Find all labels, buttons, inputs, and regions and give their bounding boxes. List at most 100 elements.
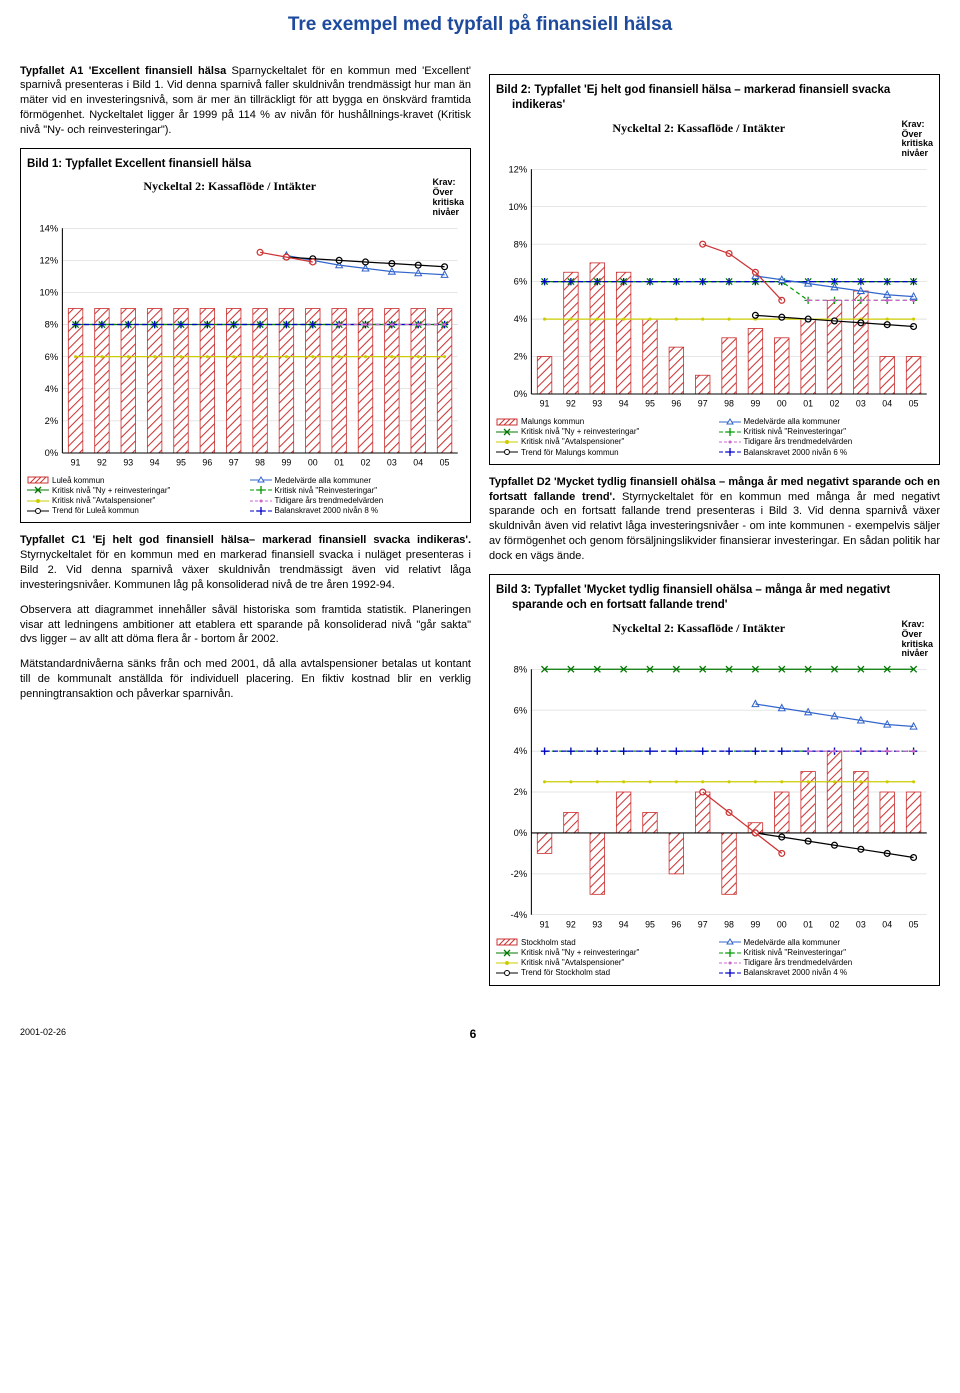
svg-text:04: 04 [413,457,423,467]
bild1-title: Bild 1: Typfallet Excellent finansiell h… [27,157,464,173]
svg-text:98: 98 [724,399,734,409]
bild3-chart: -4%-2%0%2%4%6%8%919293949596979899000102… [496,663,933,934]
bild2-title: Bild 2: Typfallet 'Ej helt god finansiel… [496,83,933,114]
legend-item: Balanskravet 2000 nivån 6 % [719,448,934,457]
bild1-subtitle: Nyckeltal 2: Kassaflöde / Intäkter [143,178,316,194]
svg-text:01: 01 [334,457,344,467]
legend-item: Kritisk nivå "Reinvesteringar" [719,427,934,436]
svg-text:91: 91 [540,920,550,930]
bild1-chart: 0%2%4%6%8%10%12%14%919293949596979899000… [27,222,464,472]
svg-text:10%: 10% [508,202,527,212]
legend-item: Medelvärde alla kommuner [250,476,465,485]
left-column: Typfallet A1 'Excellent finansiell hälsa… [20,64,471,996]
page-number: 6 [470,1026,477,1042]
svg-text:97: 97 [698,920,708,930]
c1-para1: Typfallet C1 'Ej helt god finansiell häl… [20,533,471,592]
svg-text:-2%: -2% [511,869,528,879]
bild2-krav: Krav: Över kritiska nivåer [901,120,933,160]
legend-item: Kritisk nivå "Reinvesteringar" [719,948,934,957]
bild1-legend: Luleå kommunKritisk nivå "Ny + reinveste… [27,476,464,517]
bild2-chart: 0%2%4%6%8%10%12%919293949596979899000102… [496,163,933,413]
svg-text:12%: 12% [39,255,58,265]
svg-text:12%: 12% [508,165,527,175]
svg-text:95: 95 [645,920,655,930]
legend-item: Medelvärde alla kommuner [719,938,934,947]
legend-item: Malungs kommun [496,417,711,426]
svg-text:4%: 4% [514,747,528,757]
svg-text:99: 99 [751,920,761,930]
legend-item: Kritisk nivå "Avtalspensioner" [27,496,242,505]
legend-item: Balanskravet 2000 nivån 8 % [250,506,465,515]
legend-item: Kritisk nivå "Reinvesteringar" [250,486,465,495]
svg-text:00: 00 [308,457,318,467]
legend-item: Tidigare års trendmedelvärden [250,496,465,505]
svg-text:01: 01 [803,399,813,409]
svg-text:4%: 4% [514,314,528,324]
svg-text:2%: 2% [514,352,528,362]
svg-text:02: 02 [361,457,371,467]
right-column: Bild 2: Typfallet 'Ej helt god finansiel… [489,64,940,996]
svg-text:03: 03 [856,920,866,930]
svg-text:98: 98 [724,920,734,930]
svg-text:92: 92 [566,920,576,930]
svg-text:6%: 6% [514,277,528,287]
legend-item: Kritisk nivå "Ny + reinvesteringar" [496,427,711,436]
svg-text:6%: 6% [514,706,528,716]
svg-text:95: 95 [176,457,186,467]
legend-item: Stockholm stad [496,938,711,947]
svg-text:99: 99 [282,457,292,467]
svg-text:91: 91 [540,399,550,409]
svg-text:2%: 2% [45,416,59,426]
svg-text:00: 00 [777,920,787,930]
bild1-krav: Krav: Över kritiska nivåer [432,178,464,218]
svg-text:05: 05 [909,920,919,930]
legend-item: Kritisk nivå "Ny + reinvesteringar" [496,948,711,957]
svg-text:94: 94 [150,457,160,467]
legend-item: Kritisk nivå "Avtalspensioner" [496,437,711,446]
bild3-krav: Krav: Över kritiska nivåer [901,620,933,660]
svg-text:01: 01 [803,920,813,930]
bild2-subtitle: Nyckeltal 2: Kassaflöde / Intäkter [612,120,785,136]
bild2-box: Bild 2: Typfallet 'Ej helt god finansiel… [489,74,940,465]
svg-text:96: 96 [202,457,212,467]
bild1-box: Bild 1: Typfallet Excellent finansiell h… [20,148,471,524]
legend-item: Kritisk nivå "Ny + reinvesteringar" [27,486,242,495]
footer-date: 2001-02-26 [20,1026,66,1042]
svg-text:94: 94 [619,920,629,930]
svg-text:04: 04 [882,399,892,409]
d2-para: Typfallet D2 'Mycket tydlig finansiell o… [489,475,940,564]
legend-item: Trend för Luleå kommun [27,506,242,515]
svg-text:2%: 2% [514,787,528,797]
svg-text:93: 93 [592,399,602,409]
intro-para: Typfallet A1 'Excellent finansiell hälsa… [20,64,471,138]
legend-item: Trend för Stockholm stad [496,968,711,977]
svg-text:96: 96 [671,399,681,409]
bild3-title: Bild 3: Typfallet 'Mycket tydlig finansi… [496,583,933,614]
bild3-legend: Stockholm stadKritisk nivå "Ny + reinves… [496,938,933,979]
svg-text:93: 93 [123,457,133,467]
legend-item: Trend för Malungs kommun [496,448,711,457]
svg-text:8%: 8% [514,240,528,250]
legend-item: Kritisk nivå "Avtalspensioner" [496,958,711,967]
svg-text:98: 98 [255,457,265,467]
svg-text:92: 92 [97,457,107,467]
bild2-legend: Malungs kommunKritisk nivå "Ny + reinves… [496,417,933,458]
svg-text:02: 02 [830,920,840,930]
svg-text:91: 91 [71,457,81,467]
bild3-box: Bild 3: Typfallet 'Mycket tydlig finansi… [489,574,940,986]
bild3-subtitle: Nyckeltal 2: Kassaflöde / Intäkter [612,620,785,636]
svg-text:99: 99 [751,399,761,409]
svg-text:96: 96 [671,920,681,930]
svg-text:00: 00 [777,399,787,409]
svg-text:93: 93 [592,920,602,930]
svg-text:95: 95 [645,399,655,409]
svg-text:03: 03 [856,399,866,409]
footer: 2001-02-26 6 [20,1026,940,1042]
svg-text:97: 97 [229,457,239,467]
svg-text:8%: 8% [45,320,59,330]
svg-text:-4%: -4% [511,910,528,920]
c1-para2: Observera att diagrammet innehåller såvä… [20,603,471,648]
main-columns: Typfallet A1 'Excellent finansiell hälsa… [20,64,940,996]
c1-para3: Mätstandardnivåerna sänks från och med 2… [20,657,471,702]
svg-text:97: 97 [698,399,708,409]
